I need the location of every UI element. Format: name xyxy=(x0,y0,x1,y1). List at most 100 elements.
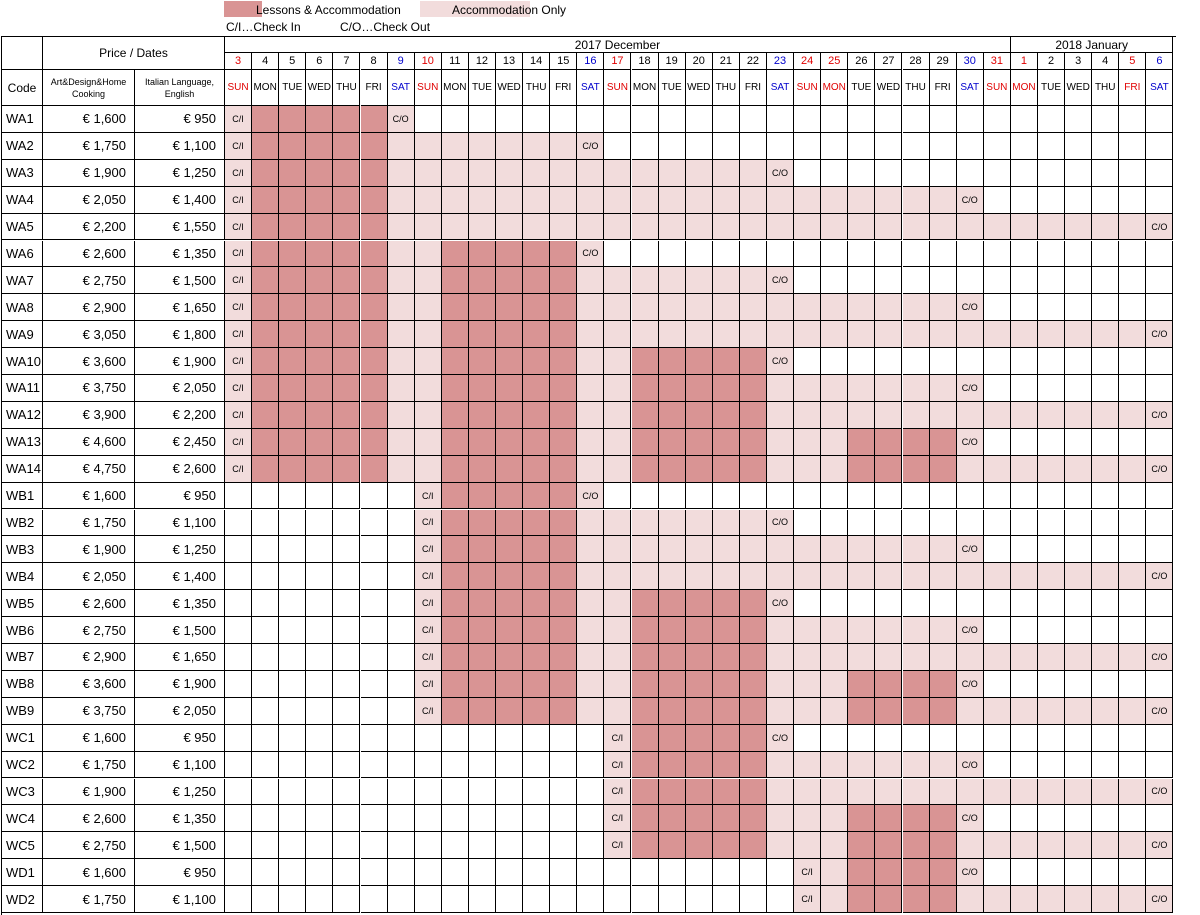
day-cell xyxy=(333,590,361,618)
accommodation-cell xyxy=(496,132,524,160)
accommodation-cell xyxy=(604,213,632,241)
accommodation-cell xyxy=(685,536,713,564)
day-cell xyxy=(821,106,849,133)
lessons-cell xyxy=(848,832,876,860)
art-price: € 3,750 xyxy=(43,375,135,402)
accommodation-cell xyxy=(767,375,795,402)
day-cell xyxy=(1119,267,1147,295)
accommodation-cell xyxy=(875,617,903,644)
accommodation-cell xyxy=(902,644,930,671)
accommodation-cell xyxy=(387,375,415,402)
course-code: WB1 xyxy=(2,482,43,510)
accommodation-cell xyxy=(956,886,984,913)
accommodation-cell xyxy=(577,697,605,725)
accommodation-cell xyxy=(577,321,605,349)
accommodation-cell xyxy=(1065,778,1093,806)
checkin-cell: C/I xyxy=(414,509,442,537)
day-cell xyxy=(902,267,930,295)
date-number: 9 xyxy=(387,53,415,70)
lessons-cell xyxy=(279,132,307,160)
lessons-cell xyxy=(496,697,524,725)
day-cell xyxy=(550,832,578,860)
accommodation-cell xyxy=(1065,401,1093,429)
lessons-cell xyxy=(739,832,767,860)
lessons-cell xyxy=(279,428,307,456)
lessons-cell xyxy=(523,644,551,671)
lessons-cell xyxy=(468,509,496,537)
day-cell xyxy=(1038,805,1066,833)
day-cell xyxy=(333,617,361,644)
day-cell xyxy=(1065,670,1093,698)
accommodation-cell xyxy=(1010,455,1038,483)
day-cell xyxy=(929,724,957,752)
lessons-cell xyxy=(360,240,388,268)
accommodation-cell xyxy=(1010,886,1038,913)
lessons-cell xyxy=(333,401,361,429)
day-cell xyxy=(1010,132,1038,160)
day-cell xyxy=(577,724,605,752)
accommodation-cell xyxy=(1119,644,1147,671)
accommodation-cell xyxy=(821,213,849,241)
lessons-cell xyxy=(929,805,957,833)
day-cell xyxy=(225,724,253,752)
day-cell xyxy=(1010,240,1038,268)
day-cell xyxy=(279,644,307,671)
weekday-label: FRI xyxy=(739,70,767,106)
day-cell xyxy=(1038,859,1066,887)
lessons-cell xyxy=(333,186,361,214)
accommodation-cell xyxy=(875,321,903,349)
checkout-cell: C/O xyxy=(956,859,984,887)
price-dates-header: Price / Dates xyxy=(43,37,225,70)
accommodation-cell xyxy=(956,832,984,860)
lessons-cell xyxy=(685,348,713,375)
day-cell xyxy=(279,670,307,698)
accommodation-cell xyxy=(712,321,740,349)
lessons-cell xyxy=(468,590,496,618)
day-cell xyxy=(468,805,496,833)
day-cell xyxy=(875,724,903,752)
day-cell xyxy=(1119,536,1147,564)
lessons-cell xyxy=(739,644,767,671)
accommodation-cell xyxy=(983,213,1011,241)
art-price: € 2,750 xyxy=(43,617,135,644)
day-cell xyxy=(821,267,849,295)
accommodation-cell xyxy=(739,563,767,591)
day-cell xyxy=(929,348,957,375)
lessons-cell xyxy=(360,294,388,322)
lessons-cell xyxy=(279,455,307,483)
accommodation-cell xyxy=(821,617,849,644)
accommodation-cell xyxy=(387,294,415,322)
lessons-cell xyxy=(252,267,280,295)
day-cell xyxy=(1010,617,1038,644)
accommodation-cell xyxy=(1092,563,1120,591)
art-price: € 1,750 xyxy=(43,886,135,913)
accommodation-cell xyxy=(902,321,930,349)
lessons-cell xyxy=(739,428,767,456)
italian-column-header: Italian Language, English xyxy=(135,70,225,106)
day-cell xyxy=(902,509,930,537)
lessons-cell xyxy=(739,590,767,618)
accommodation-cell xyxy=(794,213,822,241)
accommodation-cell xyxy=(1038,886,1066,913)
day-cell xyxy=(1065,509,1093,537)
art-price: € 2,750 xyxy=(43,267,135,295)
accommodation-cell xyxy=(739,321,767,349)
checkout-cell: C/O xyxy=(1146,644,1174,671)
lessons-cell xyxy=(468,428,496,456)
day-cell xyxy=(794,267,822,295)
lessons-cell xyxy=(550,348,578,375)
day-cell xyxy=(279,590,307,618)
day-cell xyxy=(279,724,307,752)
accommodation-cell xyxy=(794,401,822,429)
accommodation-cell xyxy=(983,886,1011,913)
checkout-cell: C/O xyxy=(1146,401,1174,429)
day-cell xyxy=(1065,617,1093,644)
day-cell xyxy=(712,106,740,133)
day-cell xyxy=(496,805,524,833)
lessons-cell xyxy=(306,240,334,268)
accommodation-cell xyxy=(929,401,957,429)
day-cell xyxy=(1092,186,1120,214)
weekday-label: SUN xyxy=(983,70,1011,106)
day-cell xyxy=(1038,132,1066,160)
accommodation-cell xyxy=(468,132,496,160)
